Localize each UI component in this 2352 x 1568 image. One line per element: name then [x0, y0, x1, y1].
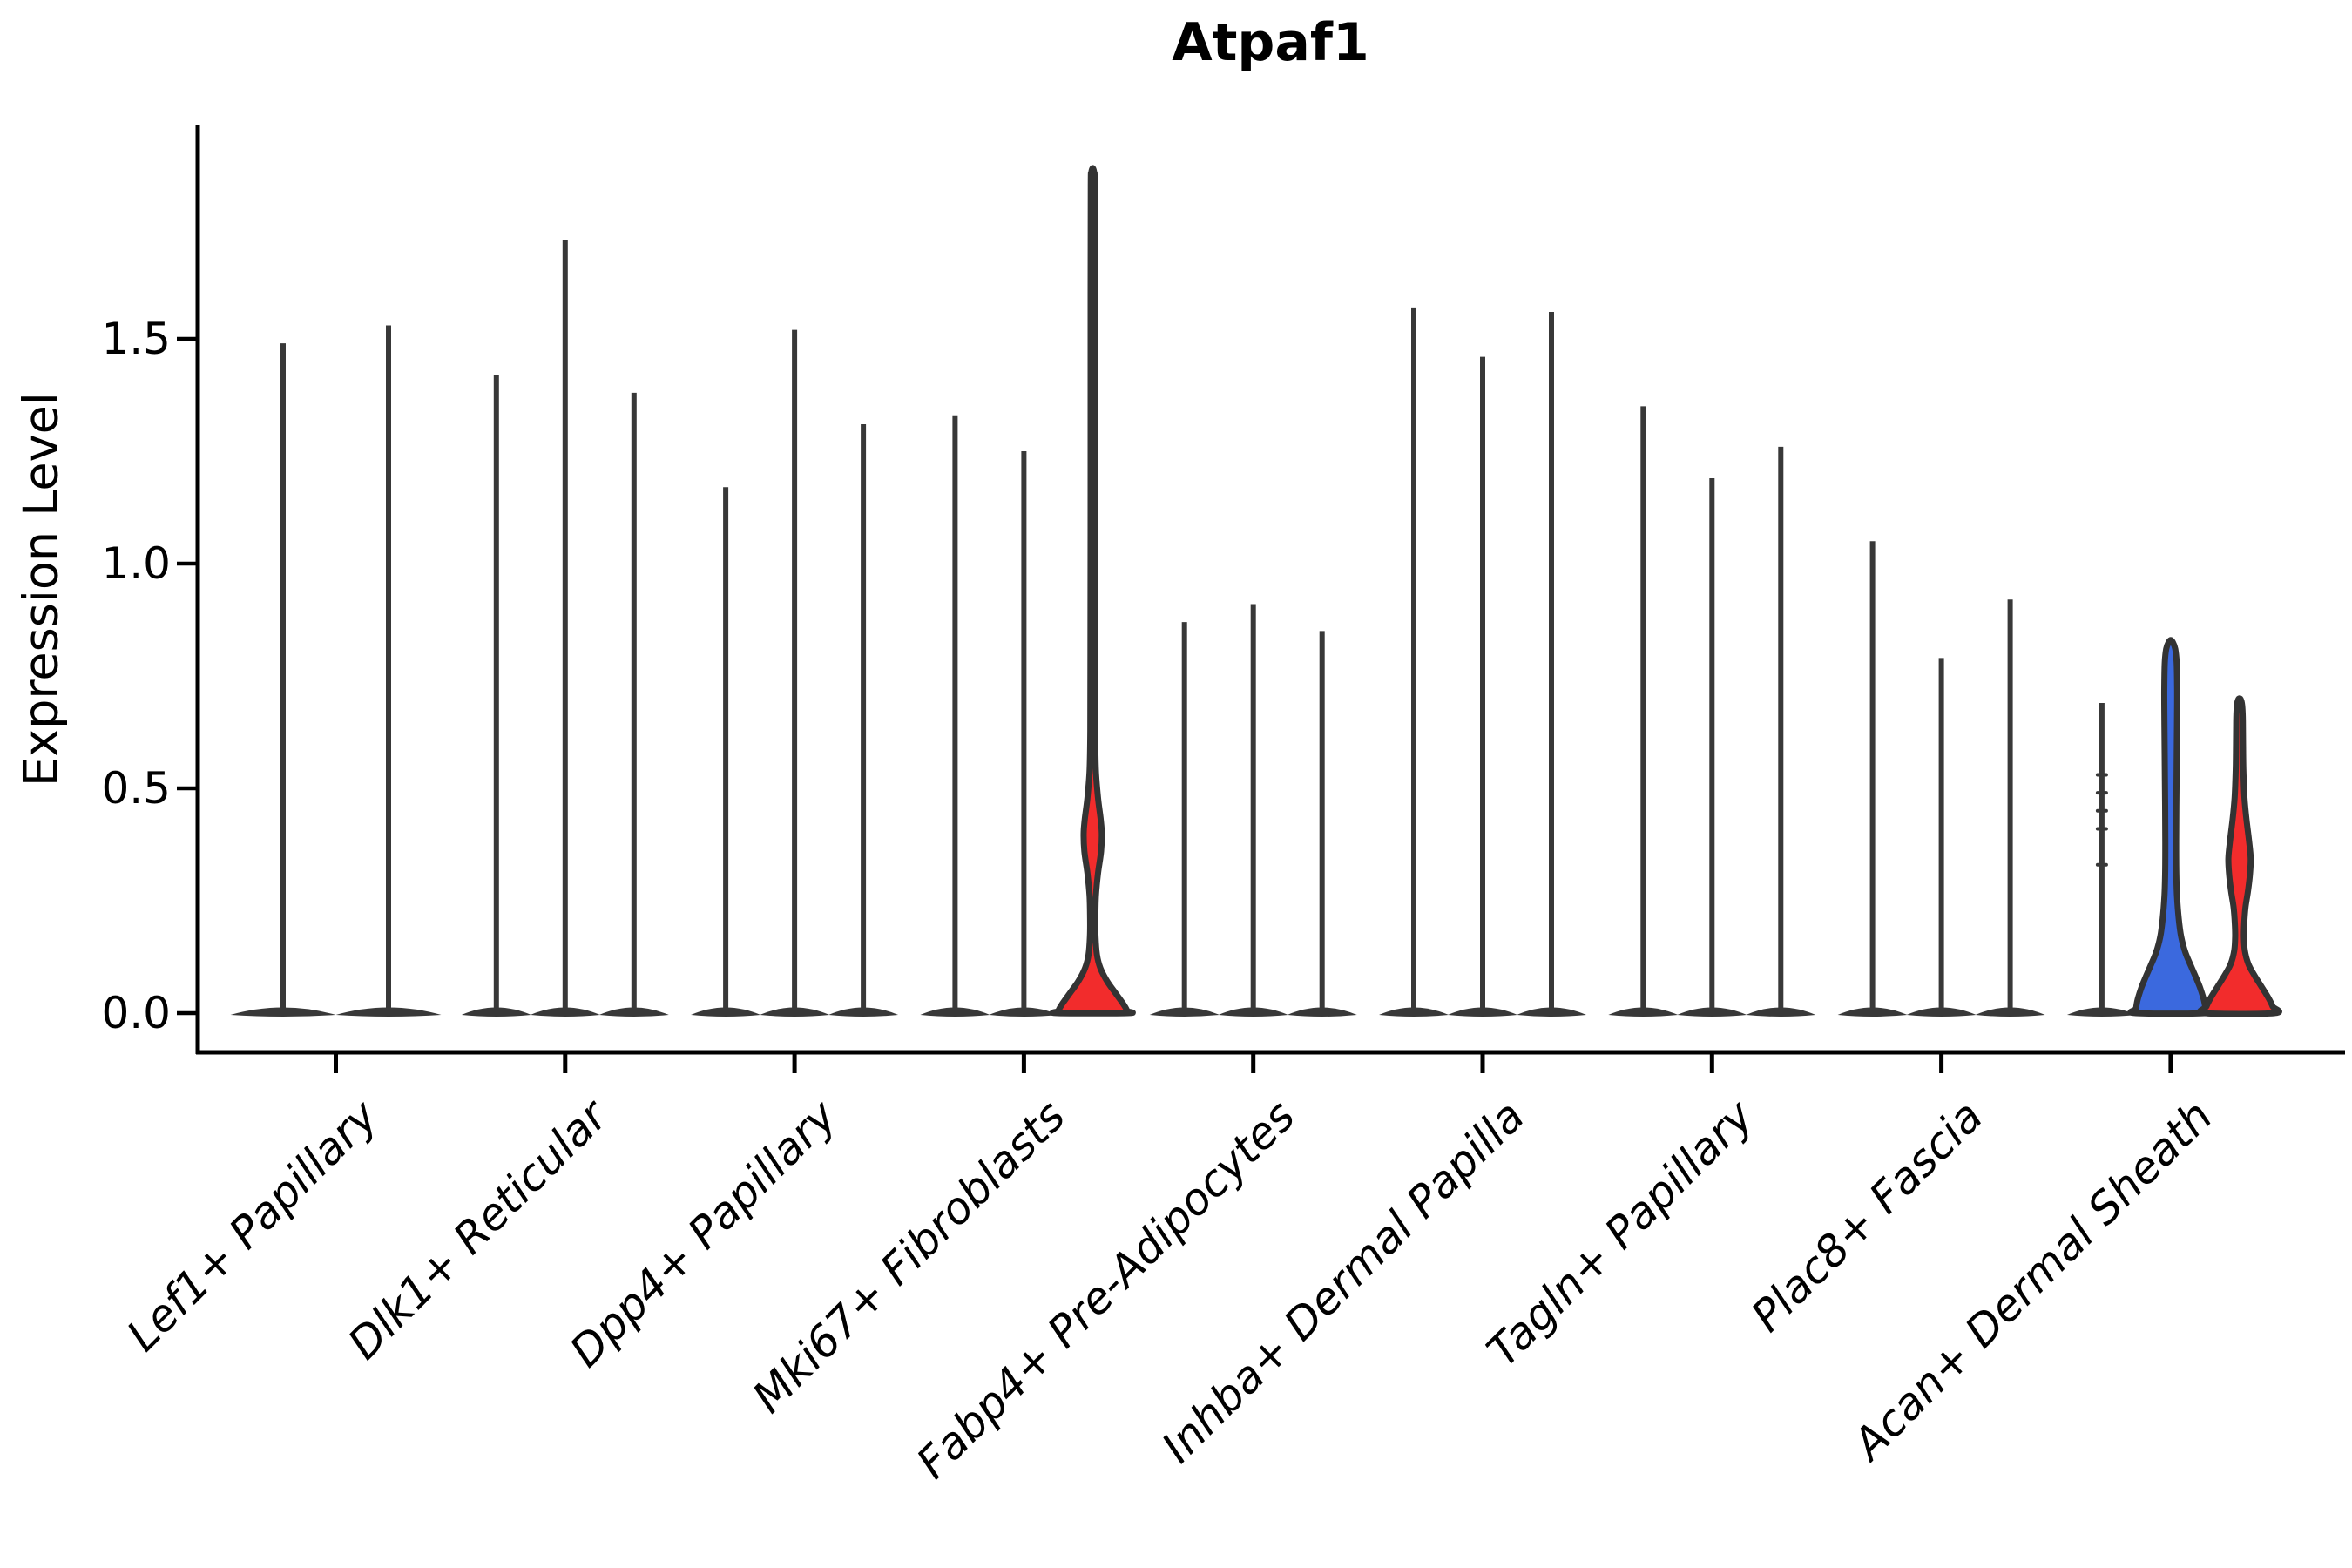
violin-point-mark: [2095, 827, 2108, 831]
y-tick-label: 0.5: [101, 763, 171, 814]
y-tick-label: 1.0: [101, 538, 171, 589]
violin-filled-Acan+ Dermal Sheath: [2127, 637, 2214, 1017]
violin-point-mark: [2095, 773, 2108, 777]
violin-point-mark: [2095, 808, 2108, 813]
violin-point-mark: [2095, 862, 2108, 867]
y-tick-label: 1.5: [101, 314, 171, 364]
chart-title: Atpaf1: [1172, 12, 1369, 73]
y-tick-label: 0.0: [101, 988, 171, 1038]
violin-point-mark: [2095, 791, 2108, 795]
violin-filled-Acan+ Dermal Sheath: [2197, 695, 2282, 1017]
violin-filled-Mki67+ Fibroblasts: [1049, 165, 1136, 1017]
